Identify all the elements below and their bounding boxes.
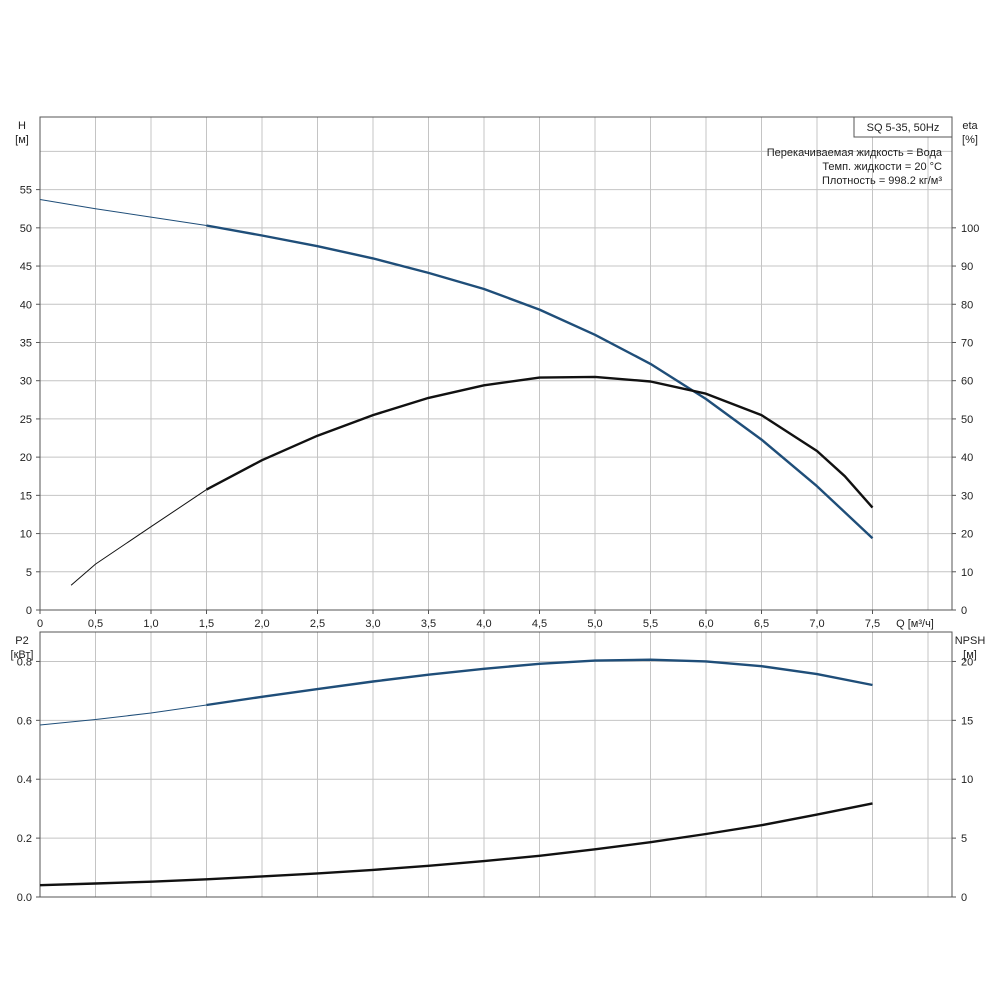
y2-tick-label: 90 [961,261,973,273]
x-tick-label: 7,0 [809,618,824,630]
x-tick-label: 6,5 [754,618,769,630]
series-0-curve [206,224,874,540]
y-tick-label: 55 [20,185,32,197]
y-tick-label: 0.6 [17,715,32,727]
y-tick-label: 0 [26,605,32,617]
series-0-curve [206,658,873,707]
x-tick-label: 4,0 [476,618,491,630]
y2-tick-label: 10 [961,774,973,786]
y2-tick-label: 80 [961,299,973,311]
series-0-curve-thin [39,199,207,226]
y-tick-label: 0.8 [17,656,32,668]
y-tick-label: 5 [26,567,32,579]
y2-tick-label: 60 [961,376,973,388]
y-axis-unit: [кВт] [11,649,34,661]
y2-axis-unit: [%] [962,134,978,146]
y2-tick-label: 40 [961,452,973,464]
x-tick-label: 0,5 [88,618,103,630]
x-tick-label: 6,0 [698,618,713,630]
y-tick-label: 45 [20,261,32,273]
y2-tick-label: 50 [961,414,973,426]
y2-tick-label: 5 [961,833,967,845]
x-tick-label: 1,0 [143,618,158,630]
series-0-curve-thin [39,704,207,726]
y-axis-unit: [м] [15,134,29,146]
y-axis-title: P2 [15,635,28,647]
x-tick-label: 5,0 [587,618,602,630]
plot-frame [39,116,953,611]
y-tick-label: 0.0 [17,892,32,904]
x-tick-label: 4,5 [532,618,547,630]
x-tick-label: 3,0 [365,618,380,630]
y2-tick-label: 10 [961,567,973,579]
y-tick-label: 50 [20,223,32,235]
y-tick-label: 15 [20,490,32,502]
title-box-text: SQ 5-35, 50Hz [867,122,940,134]
y-tick-label: 30 [20,376,32,388]
y2-tick-label: 70 [961,337,973,349]
plot-frame [39,631,953,898]
series-1-curve [39,802,873,887]
y2-tick-label: 0 [961,892,967,904]
y2-axis-unit: [м] [963,649,977,661]
x-tick-label: 2,0 [254,618,269,630]
fluid-note: Плотность = 998.2 кг/м³ [822,175,942,187]
series-1-curve-thin [70,489,207,586]
y2-tick-label: 0 [961,605,967,617]
y2-tick-label: 20 [961,656,973,668]
x-tick-label: 5,5 [643,618,658,630]
y-tick-label: 0.4 [17,774,32,786]
y-tick-label: 35 [20,337,32,349]
x-tick-label: 3,5 [421,618,436,630]
y2-tick-label: 20 [961,529,973,541]
y2-tick-label: 100 [961,223,979,235]
y2-axis-title: eta [962,120,978,132]
y-tick-label: 20 [20,452,32,464]
y2-tick-label: 30 [961,490,973,502]
title-box-frame [853,116,953,138]
x-axis-title: Q [м³/ч] [896,618,934,630]
x-tick-label: 7,5 [865,618,880,630]
x-tick-label: 2,5 [310,618,325,630]
y-tick-label: 0.2 [17,833,32,845]
y-tick-label: 10 [20,529,32,541]
series-1-curve [205,375,874,509]
y-axis-title: H [18,120,26,132]
y-tick-label: 40 [20,299,32,311]
y-tick-label: 25 [20,414,32,426]
y2-tick-label: 15 [961,715,973,727]
x-tick-label: 1,5 [199,618,214,630]
fluid-note: Перекачиваемая жидкость = Вода [767,147,943,159]
y2-axis-title: NPSH [955,635,986,647]
x-tick-label: 0 [37,618,43,630]
fluid-note: Темп. жидкости = 20 °C [822,161,942,173]
